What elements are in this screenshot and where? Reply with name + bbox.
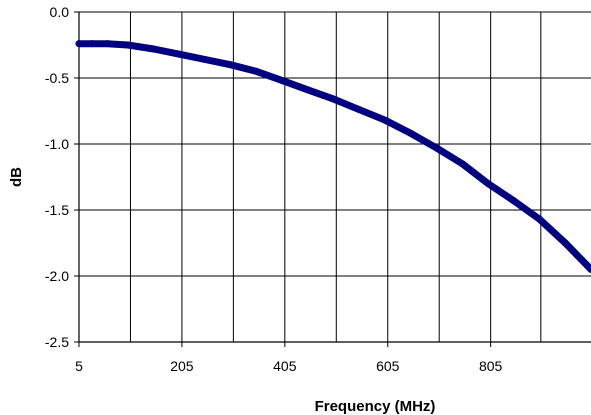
series-point: [88, 40, 95, 47]
series-point: [382, 117, 389, 124]
series-point: [227, 61, 234, 68]
series-point: [433, 144, 440, 151]
series-point: [202, 56, 209, 63]
y-tick-label: -2.0: [45, 268, 69, 284]
series-point: [485, 180, 492, 187]
x-tick-label: 805: [479, 358, 503, 374]
y-tick-label: -2.5: [45, 334, 69, 350]
series-layer: [76, 40, 591, 273]
x-tick-label: 405: [273, 358, 297, 374]
series-point: [279, 77, 286, 84]
y-tick-label: -1.5: [45, 202, 69, 218]
y-axis-title: dB: [8, 167, 25, 187]
series-point: [356, 106, 363, 113]
series-point: [562, 240, 569, 247]
tick-label-layer: 0.0 -0.5 -1.0 -1.5 -2.0 -2.5 5 205 405 605 805: [45, 4, 503, 374]
x-tick-label: 605: [376, 358, 400, 374]
x-tick-label: 205: [170, 358, 194, 374]
series-point: [510, 197, 517, 204]
series-point: [124, 42, 131, 49]
y-tick-label: -1.0: [45, 136, 69, 152]
grid-layer: [79, 12, 591, 342]
series-point: [304, 86, 311, 93]
series-point: [104, 40, 111, 47]
y-tick-label: -0.5: [45, 70, 69, 86]
series-point: [330, 96, 337, 103]
series-point: [253, 68, 260, 75]
x-tick-label: 5: [75, 358, 83, 374]
series-point: [459, 160, 466, 167]
series-point: [150, 45, 157, 52]
series-point: [536, 216, 543, 223]
series-point: [407, 130, 414, 137]
series-point: [176, 51, 183, 58]
series-point: [76, 40, 83, 47]
x-axis-title: Frequency (MHz): [315, 398, 436, 415]
axes-layer: [74, 12, 591, 347]
y-tick-label: 0.0: [50, 4, 70, 20]
